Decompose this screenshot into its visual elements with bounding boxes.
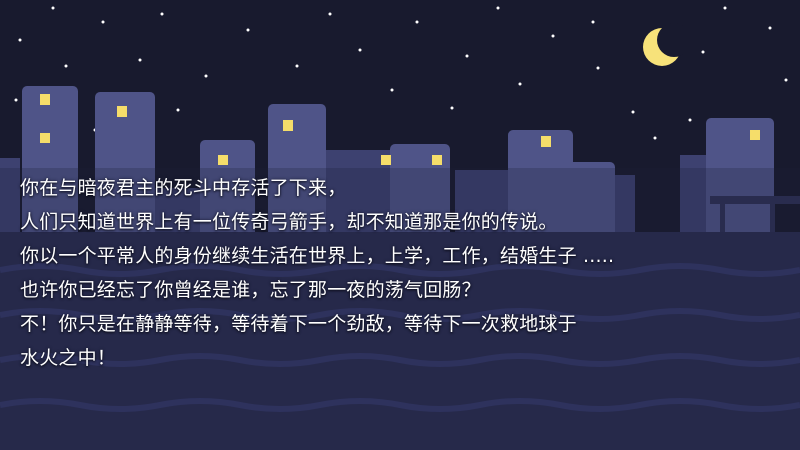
star-icon [596,66,600,70]
star-icon [723,6,727,10]
city-building-icon [200,140,255,240]
star-icon [768,26,772,30]
star-icon [51,6,55,10]
star-icon [518,82,522,86]
star-icon [246,28,250,32]
lit-window-icon [283,120,293,131]
star-icon [591,20,595,24]
star-icon [138,58,142,62]
pier [710,196,800,234]
city-building-icon [508,130,573,240]
star-icon [631,110,635,114]
star-icon [784,78,788,82]
star-icon [390,88,394,92]
story-line-5: 不！你只是在静静等待，等待着下一个劲敌，等待下一次救地球于 [20,313,577,335]
story-line-6: 水火之中！ [20,347,117,369]
city-building-icon [390,144,450,244]
star-icon [328,12,332,16]
star-icon [204,74,208,78]
story-line-2: 人们只知道世界上有一位传奇弓箭手，却不知道那是你的传说。 [20,211,558,233]
story-line-3: 你以一个平常人的身份继续生活在世界上，上学，工作，结婚生子 ..... [20,245,615,267]
lit-window-icon [381,155,391,165]
star-icon [465,54,469,58]
star-icon [551,34,555,38]
city-building-icon [95,92,155,242]
story-line-1: 你在与暗夜君主的死斗中存活了下来， [20,177,347,199]
star-icon [496,6,500,10]
city-building-icon [455,170,515,240]
star-icon [415,20,419,24]
city-building-icon [0,158,20,238]
lit-window-icon [40,94,50,105]
star-icon [176,108,180,112]
lit-window-icon [432,155,442,165]
ending-story-text: 你在与暗夜君主的死斗中存活了下来， 人们只知道世界上有一位传奇弓箭手，却不知道那… [20,171,795,375]
star-icon [450,106,454,110]
lit-windows [40,94,760,165]
city-building-icon [560,162,615,242]
lit-window-icon [541,136,551,147]
lit-window-icon [40,133,50,143]
crescent-moon-icon [643,23,691,66]
star-icon [688,118,692,122]
star-icons [14,6,788,140]
star-icon [101,20,105,24]
star-icon [64,64,68,68]
lit-window-icon [750,130,760,140]
city-building-icon [268,104,326,244]
lit-window-icon [218,155,228,165]
star-icon [14,98,18,102]
star-icon [653,136,657,140]
star-icon [160,12,164,16]
ground-texture [0,263,800,412]
star-icon [358,48,362,52]
text-shade [0,168,800,450]
star-icon [18,38,22,42]
story-line-4: 也许你已经忘了你曾经是谁，忘了那一夜的荡气回肠？ [20,279,481,301]
star-icon [295,64,299,68]
star-icon [701,50,705,54]
near-buildings [22,86,774,248]
lit-window-icon [117,106,127,117]
city-building-icon [22,86,78,246]
